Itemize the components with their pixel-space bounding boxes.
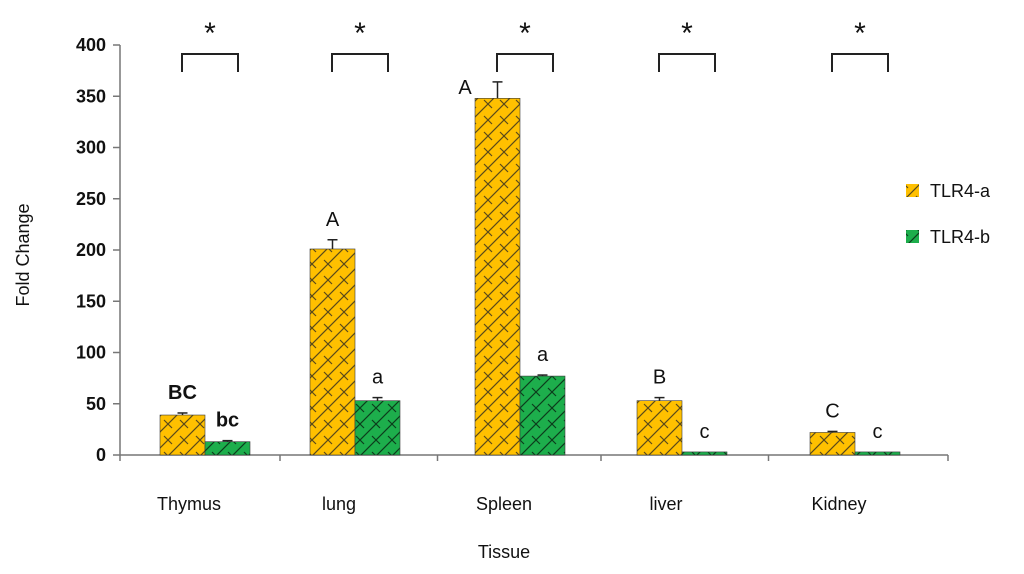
group-letter: c: [700, 421, 710, 443]
group-letter: C: [825, 400, 839, 422]
x-tick-label: liver: [649, 494, 682, 514]
bars: [159, 81, 901, 456]
bar-tlr4-b-lung: [354, 400, 401, 456]
bar-tlr4-a-kidney: [809, 432, 856, 456]
significance-bracket: [831, 53, 889, 72]
group-letter: a: [372, 367, 384, 389]
bar-tlr4-b-kidney: [854, 451, 901, 456]
y-tick-label: 350: [76, 86, 106, 106]
legend-swatch-tlr4-b: [906, 230, 919, 243]
significance-bracket: [496, 53, 554, 72]
y-tick-label: 250: [76, 189, 106, 209]
group-letter: a: [537, 344, 549, 366]
legend-label-tlr4-b: TLR4-b: [930, 227, 990, 247]
group-letter: BC: [168, 382, 197, 404]
significance-star: *: [854, 17, 866, 50]
bar-tlr4-a-thymus: [159, 414, 206, 456]
bar-tlr4-a-liver: [636, 400, 683, 456]
y-axis-title: Fold Change: [13, 203, 33, 306]
significance-star: *: [681, 17, 693, 50]
y-tick-label: 50: [86, 394, 106, 414]
x-tick-label: Thymus: [157, 494, 221, 514]
bar-tlr4-b-thymus: [204, 441, 251, 456]
bar-tlr4-b-liver: [681, 451, 728, 456]
x-axis-title: Tissue: [478, 542, 530, 562]
x-tick-label: lung: [322, 494, 356, 514]
legend-swatch-tlr4-a: [906, 184, 919, 197]
y-tick-label: 100: [76, 343, 106, 363]
group-letter: A: [326, 209, 340, 231]
bar-tlr4-a-spleen: [474, 98, 521, 456]
significance-bracket: [181, 53, 239, 72]
group-letter: A: [458, 77, 472, 99]
legend: TLR4-a TLR4-b: [906, 181, 991, 247]
y-tick-label: 200: [76, 240, 106, 260]
significance-bracket: [658, 53, 716, 72]
bar-tlr4-a-lung: [309, 248, 356, 456]
x-axis-categories: Thymus lung Spleen liver Kidney: [157, 494, 867, 514]
bar-tlr4-b-spleen: [519, 375, 566, 456]
group-letters: BC bc Aa Aa Bc Cc: [168, 77, 882, 443]
y-axis-ticks: 0 50 100 150 200 250 300 350 400: [76, 35, 120, 465]
significance-star: *: [204, 17, 216, 50]
group-letter: bc: [216, 410, 239, 432]
x-tick-label: Kidney: [811, 494, 866, 514]
legend-label-tlr4-a: TLR4-a: [930, 181, 991, 201]
y-tick-label: 300: [76, 138, 106, 158]
significance-bracket: [331, 53, 389, 72]
y-tick-label: 150: [76, 291, 106, 311]
y-tick-label: 400: [76, 35, 106, 55]
x-tick-label: Spleen: [476, 494, 532, 514]
significance-brackets: * * * * *: [181, 17, 889, 72]
group-letter: B: [653, 367, 666, 389]
significance-star: *: [519, 17, 531, 50]
significance-star: *: [354, 17, 366, 50]
y-tick-label: 0: [96, 445, 106, 465]
group-letter: c: [873, 421, 883, 443]
